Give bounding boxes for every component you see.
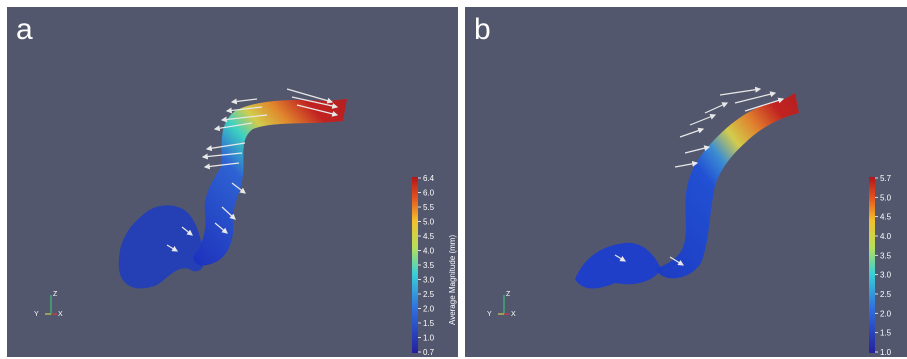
colorbar-tick-label: 5.5 (423, 203, 435, 212)
vessel-tube-b (655, 93, 799, 279)
colorbar-tick-label: 1.0 (880, 348, 892, 357)
colorbar-tick-label: 5.0 (880, 193, 892, 202)
colorbar-tick-label: 1.0 (423, 334, 435, 343)
panel-b-letter: b (474, 13, 491, 46)
colorbar-tick-label: 4.0 (423, 247, 435, 256)
colorbar-tick-label: 3.0 (880, 271, 892, 280)
colorbar-tick-label: 6.4 (423, 174, 435, 183)
panel-a-letter: a (16, 13, 33, 46)
arrows-a (166, 88, 339, 252)
svg-text:X: X (58, 311, 63, 318)
colorbar-a-title: Average Magnitude (mm) (448, 235, 457, 325)
colorbar-tick-label: 5.7 (880, 174, 892, 183)
colorbar-tick-label: 4.5 (880, 213, 892, 222)
colorbar-tick-label: 1.5 (423, 319, 435, 328)
panel-a: a (7, 7, 458, 357)
panel-b-render: 5.7 5.0 4.5 4.0 3.5 3.0 2.5 2.0 1.5 1.0 Y Z X (487, 86, 892, 357)
colorbar-tick-label: 6.0 (423, 189, 435, 198)
axes-triad-a: Y Z X (34, 291, 63, 318)
svg-text:Y: Y (487, 311, 492, 318)
svg-text:Z: Z (506, 291, 511, 298)
colorbar-tick-label: 2.0 (423, 305, 435, 314)
colorbar-tick-label: 4.0 (880, 232, 892, 241)
colorbar-tick-label: 5.0 (423, 218, 435, 227)
svg-text:Y: Y (34, 311, 39, 318)
colorbar-tick-label: 4.5 (423, 232, 435, 241)
arrows-b (614, 86, 785, 266)
vessel-lump-b (575, 242, 661, 289)
vessel-lump-a (118, 205, 204, 289)
colorbar-tick-label: 2.5 (423, 290, 435, 299)
colorbar-tick-label: 3.5 (423, 261, 435, 270)
axes-triad-b: Y Z X (487, 291, 516, 318)
colorbar-a (412, 177, 418, 353)
panel-a-render: 6.46.05.55.04.54.03.53.02.52.01.51.00.7 … (34, 88, 457, 357)
colorbar-tick-label: 0.7 (423, 348, 435, 357)
colorbar-tick-label: 3.0 (423, 276, 435, 285)
colorbar-tick-label: 2.5 (880, 290, 892, 299)
svg-text:Z: Z (53, 291, 58, 298)
svg-text:X: X (511, 311, 516, 318)
colorbar-tick-label: 3.5 (880, 251, 892, 260)
colorbar-tick-label: 1.5 (880, 329, 892, 338)
panel-b: b (465, 7, 907, 357)
colorbar-tick-label: 2.0 (880, 309, 892, 318)
vessel-tube-a (193, 99, 347, 266)
colorbar-b (869, 177, 875, 353)
